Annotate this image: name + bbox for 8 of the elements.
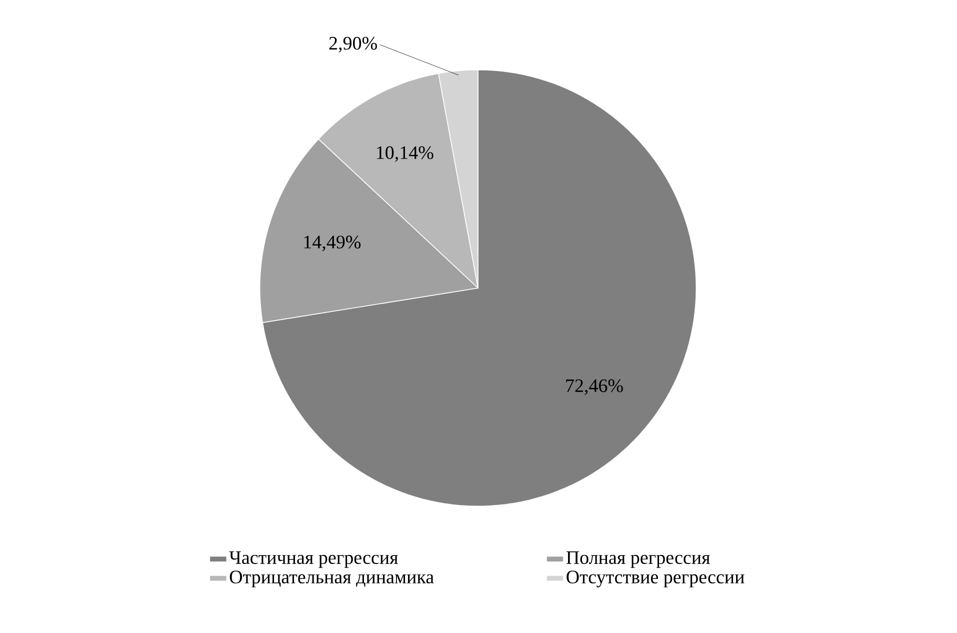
legend-label: Отсутствие регрессии [566,570,744,588]
legend-label: Полная регрессия [566,551,710,568]
data-label: 72,46% [566,379,623,395]
legend-label: Частичная регрессия [229,551,398,568]
data-label: 14,49% [304,236,361,252]
data-label: 2,90% [329,36,377,52]
data-label: 10,14% [377,146,434,162]
legend-label: Отрицательная динамика [230,570,434,588]
